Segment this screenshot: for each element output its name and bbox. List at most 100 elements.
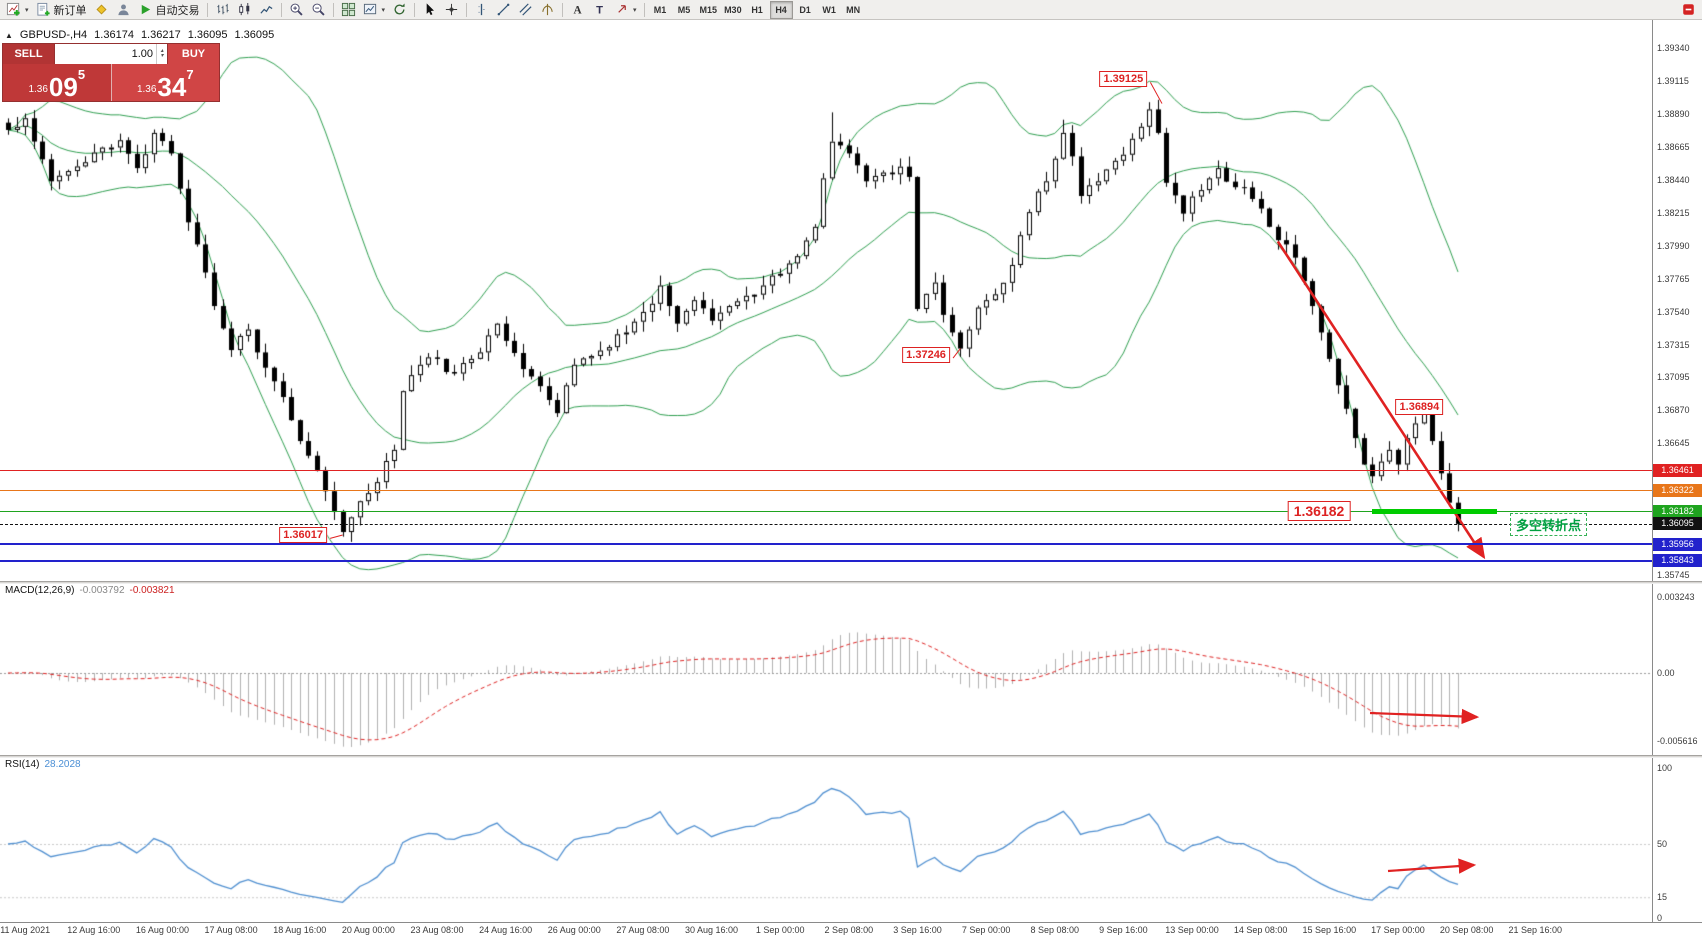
candlestick-chart-button[interactable]: [234, 1, 255, 19]
price-tag-1.36322[interactable]: 1.36322: [1653, 484, 1702, 498]
channel-icon: [518, 2, 533, 17]
timeframe-d1-button[interactable]: D1: [794, 1, 817, 19]
time-axis-label: 12 Aug 16:00: [67, 925, 121, 935]
volume-down-icon[interactable]: ▾: [160, 53, 164, 59]
collapse-trade-panel-icon[interactable]: ▲: [5, 30, 13, 40]
level-line-1.36461[interactable]: [0, 469, 1652, 471]
channel-button[interactable]: [515, 1, 536, 19]
time-axis-label: 23 Aug 08:00: [410, 925, 464, 935]
timeframe-m15-button[interactable]: M15: [697, 1, 721, 19]
sell-price-prefix: 1.36: [28, 84, 48, 95]
price-scale-label: 1.36645: [1657, 438, 1690, 449]
chart-template-button[interactable]: ▾: [360, 1, 389, 19]
time-axis-label: 14 Sep 08:00: [1233, 925, 1288, 935]
volume-up-icon[interactable]: ▴: [160, 48, 164, 54]
ohlc-low: 1.36095: [187, 29, 228, 41]
time-axis-label: 18 Aug 16:00: [273, 925, 327, 935]
main-chart-canvas[interactable]: [0, 20, 1702, 940]
price-tag-1.35843[interactable]: 1.35843: [1653, 554, 1702, 568]
timeframe-m5-button[interactable]: M5: [673, 1, 696, 19]
dropdown-caret-icon: ▾: [633, 6, 637, 14]
level-line-1.36322[interactable]: [0, 490, 1652, 492]
price-scale-label: 1.39115: [1657, 75, 1689, 86]
volume-value[interactable]: 1.00: [131, 48, 153, 60]
macd-scale-label: -0.005616: [1657, 736, 1698, 746]
buy-price-point: 7: [186, 67, 194, 82]
line-chart-button[interactable]: [256, 1, 277, 19]
profile-button[interactable]: [113, 1, 134, 19]
level-line-1.35843[interactable]: [0, 559, 1652, 562]
time-axis-label: 21 Sep 16:00: [1508, 925, 1563, 935]
toolbar-button-label: 新订单: [53, 4, 87, 17]
arrow-tools-button[interactable]: ▾: [611, 1, 640, 19]
chart-ohlc-title: ▲ GBPUSD-,H4 1.36174 1.36217 1.36095 1.3…: [5, 29, 274, 41]
price-callout-1.37246[interactable]: 1.37246: [902, 347, 950, 364]
toolbar-separator: [414, 2, 416, 17]
price-tag-1.35956[interactable]: 1.35956: [1653, 537, 1702, 551]
rsi-scale-label: 0: [1657, 913, 1663, 923]
price-callout-1.39125[interactable]: 1.39125: [1099, 71, 1148, 88]
cursor-button[interactable]: [419, 1, 440, 19]
new-order-button[interactable]: 新订单: [33, 1, 90, 19]
price-callout-1.36017[interactable]: 1.36017: [279, 527, 328, 544]
time-axis-separator: [0, 922, 1702, 923]
profile-icon: [116, 2, 131, 17]
volume-spin-buttons[interactable]: ▴ ▾: [156, 44, 167, 64]
sell-button[interactable]: SELL: [3, 44, 55, 64]
autotrading-button[interactable]: 自动交易: [135, 1, 203, 19]
level-line-1.36182[interactable]: [0, 510, 1652, 512]
timeframe-m30-button[interactable]: M30: [721, 1, 745, 19]
timeframe-m1-button[interactable]: M1: [649, 1, 672, 19]
id-badge-button[interactable]: [91, 1, 112, 19]
sell-price-point: 5: [77, 67, 86, 82]
cursor-icon: [422, 2, 437, 17]
new-chart-button[interactable]: ▾: [3, 1, 32, 19]
price-callout-1.36182[interactable]: 1.36182: [1287, 501, 1351, 522]
level-line-1.36095[interactable]: [0, 523, 1652, 525]
time-axis-label: 17 Sep 00:00: [1371, 925, 1425, 935]
panel-separator-macd[interactable]: [0, 581, 1702, 584]
price-tag-1.36095[interactable]: 1.36095: [1653, 517, 1702, 531]
macd-name: MACD(12,26,9): [5, 585, 75, 596]
timeframe-h4-button[interactable]: H4: [769, 0, 793, 19]
tile-windows-button[interactable]: [338, 1, 359, 19]
chart-window[interactable]: ▲ GBPUSD-,H4 1.36174 1.36217 1.36095 1.3…: [0, 20, 1702, 940]
time-axis-label: 30 Aug 16:00: [685, 925, 739, 935]
highlight-segment[interactable]: [1372, 508, 1497, 514]
price-scale-label: 1.37315: [1657, 339, 1690, 350]
price-callout-1.36894[interactable]: 1.36894: [1395, 398, 1444, 415]
fibonacci-button[interactable]: [537, 1, 558, 19]
buy-button[interactable]: BUY: [167, 44, 219, 64]
timeframe-h1-button[interactable]: H1: [746, 1, 769, 19]
price-scale-label: 1.39340: [1657, 42, 1690, 53]
dropdown-caret-icon: ▾: [25, 6, 29, 14]
level-line-1.35956[interactable]: [0, 543, 1652, 546]
autotrading-icon: [138, 2, 153, 17]
trade-panel-prices: 1.36 09 5 1.36 34 7: [3, 64, 219, 101]
price-tag-1.36461[interactable]: 1.36461: [1653, 463, 1702, 477]
macd-main-value: -0.003792: [79, 585, 125, 596]
vertical-line-button[interactable]: [471, 1, 492, 19]
text-button[interactable]: A: [567, 1, 588, 19]
text-label-button[interactable]: T: [589, 1, 610, 19]
vertical-line-icon: [474, 2, 489, 17]
trendline-button[interactable]: [493, 1, 514, 19]
volume-stepper[interactable]: 1.00 ▴ ▾: [55, 44, 167, 64]
zoom-in-button[interactable]: [286, 1, 307, 19]
buy-price[interactable]: 1.36 34 7: [111, 64, 219, 101]
timeframe-mn-button[interactable]: MN: [842, 1, 865, 19]
bar-chart-icon: [215, 2, 230, 17]
price-scale-label: 1.37095: [1657, 372, 1690, 383]
timeframe-w1-button[interactable]: W1: [818, 1, 841, 19]
bar-chart-button[interactable]: [212, 1, 233, 19]
cn-annotation[interactable]: 多空转折点: [1510, 513, 1588, 536]
crosshair-button[interactable]: [441, 1, 462, 19]
macd-indicator-label: MACD(12,26,9) -0.003792 -0.003821: [5, 585, 175, 596]
price-tag-1.36182[interactable]: 1.36182: [1653, 504, 1702, 518]
zoom-out-button[interactable]: [308, 1, 329, 19]
panel-separator-rsi[interactable]: [0, 755, 1702, 758]
toolbar-separator: [466, 2, 468, 17]
refresh-button[interactable]: [389, 1, 410, 19]
window-red-badge-button[interactable]: [1679, 1, 1699, 19]
sell-price[interactable]: 1.36 09 5: [3, 64, 112, 101]
